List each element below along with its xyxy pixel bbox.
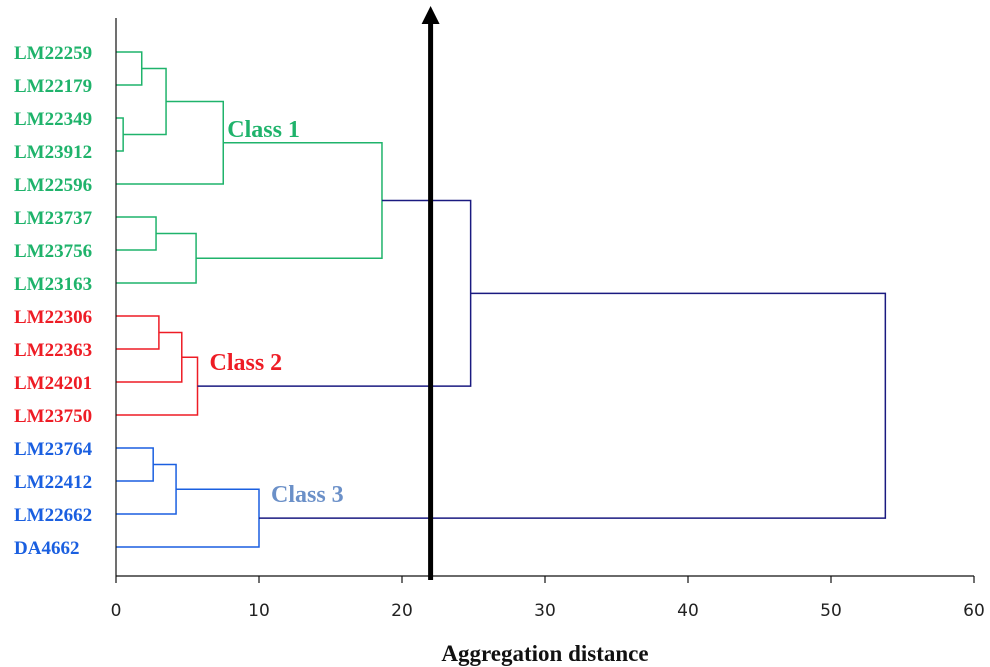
leaf-label: LM22662 bbox=[14, 505, 92, 526]
leaf-label: LM22179 bbox=[14, 76, 92, 97]
x-tick-label: 20 bbox=[391, 601, 413, 621]
x-tick-label: 40 bbox=[677, 601, 699, 621]
dendrogram-link bbox=[116, 356, 199, 416]
dendrogram-link bbox=[123, 67, 167, 136]
dendrogram-link bbox=[259, 292, 887, 519]
x-axis-label: Aggregation distance bbox=[441, 641, 648, 666]
x-tick-label: 0 bbox=[111, 601, 122, 621]
leaf-label: LM22412 bbox=[14, 472, 92, 493]
leaf-label: LM22349 bbox=[14, 109, 92, 130]
leaf-label: LM23750 bbox=[14, 406, 92, 427]
leaf-label: LM22596 bbox=[14, 175, 92, 196]
leaf-label: LM23163 bbox=[14, 274, 92, 295]
dendrogram-link bbox=[116, 488, 260, 548]
leaf-label: LM24201 bbox=[14, 373, 92, 394]
dendrogram-link bbox=[116, 51, 143, 86]
leaf-labels: LM22259 LM22179 LM22349 LM23912 LM22596 LM237… bbox=[14, 43, 93, 559]
arrow-head bbox=[421, 6, 440, 24]
dendrogram-link bbox=[116, 100, 224, 185]
dendrogram-link bbox=[116, 463, 177, 515]
class-label: Class 1 bbox=[227, 117, 300, 143]
x-tick-label: 30 bbox=[534, 601, 556, 621]
dendrogram-link bbox=[116, 331, 183, 383]
leaf-label: LM23756 bbox=[14, 241, 92, 262]
leaf-label: LM22259 bbox=[14, 43, 92, 64]
dendrogram-link bbox=[116, 216, 157, 251]
dendrogram-link bbox=[116, 447, 154, 482]
dendrogram-link bbox=[116, 315, 160, 350]
x-tick-label: 50 bbox=[820, 601, 842, 621]
dendrogram-link bbox=[116, 117, 124, 152]
dendrogram-links bbox=[116, 51, 887, 548]
leaf-label: LM22363 bbox=[14, 340, 92, 361]
leaf-label: LM23764 bbox=[14, 439, 93, 460]
x-tick-label: 10 bbox=[248, 601, 270, 621]
leaf-label: LM23912 bbox=[14, 142, 92, 163]
x-tick-label: 60 bbox=[963, 601, 985, 621]
cut-arrow bbox=[421, 6, 440, 580]
leaf-label: DA4662 bbox=[14, 538, 79, 559]
leaf-label: LM23737 bbox=[14, 208, 93, 229]
leaf-label: LM22306 bbox=[14, 307, 92, 328]
class-labels: Class 1 Class 2 Class 3 bbox=[210, 117, 344, 508]
class-label: Class 2 bbox=[210, 350, 283, 376]
axes: 0 10 20 30 40 50 60 bbox=[111, 18, 985, 621]
class-label: Class 3 bbox=[271, 482, 344, 508]
